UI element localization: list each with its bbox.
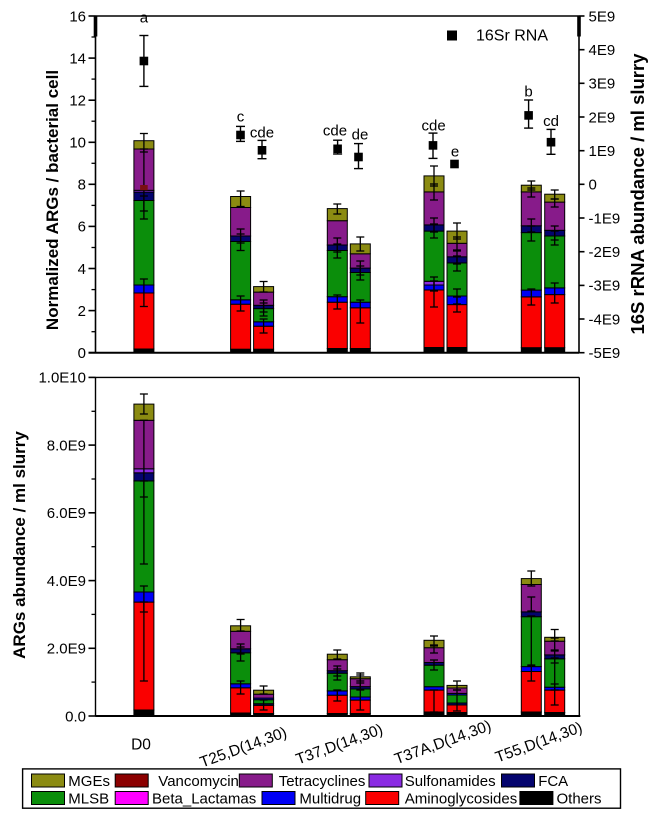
svg-text:2: 2 [78,303,86,320]
svg-text:-4E9: -4E9 [589,311,621,328]
svg-text:16S rRNA abundance / ml slurry: 16S rRNA abundance / ml slurry [627,53,648,335]
svg-text:8: 8 [78,177,86,194]
svg-text:cd: cd [543,113,559,130]
svg-text:0: 0 [78,345,86,362]
svg-text:MGEs: MGEs [68,773,110,790]
svg-text:-2E9: -2E9 [589,244,621,261]
svg-text:4E9: 4E9 [589,42,616,59]
svg-text:e: e [451,144,459,161]
svg-text:10: 10 [69,135,86,152]
svg-text:-5E9: -5E9 [589,345,621,362]
svg-text:1E9: 1E9 [589,143,616,160]
svg-text:3E9: 3E9 [589,76,616,93]
svg-text:cde: cde [250,125,274,142]
svg-text:12: 12 [69,93,86,110]
svg-text:16: 16 [69,8,86,25]
svg-text:Multidrug: Multidrug [299,791,361,808]
svg-text:Normalized ARGs / bacterial ce: Normalized ARGs / bacterial cell [43,70,62,330]
svg-text:-3E9: -3E9 [589,278,621,295]
svg-text:4.0E9: 4.0E9 [47,573,86,590]
svg-text:Others: Others [557,791,602,808]
svg-text:8.0E9: 8.0E9 [47,437,86,454]
svg-text:0.0: 0.0 [65,708,86,725]
svg-text:Aminoglycosides: Aminoglycosides [405,791,518,808]
svg-text:cde: cde [422,118,446,135]
svg-text:ARGs abundance / ml slurry: ARGs abundance / ml slurry [10,431,29,659]
svg-text:2E9: 2E9 [589,109,616,126]
svg-text:cde: cde [323,123,347,140]
svg-text:Sulfonamides: Sulfonamides [405,773,496,790]
svg-text:b: b [524,84,532,101]
svg-text:16Sr RNA: 16Sr RNA [476,28,548,45]
svg-text:0: 0 [589,177,597,194]
svg-text:a: a [140,10,149,27]
svg-text:Beta_Lactamas: Beta_Lactamas [152,791,256,808]
svg-text:Tetracyclines: Tetracyclines [279,773,366,790]
svg-text:4: 4 [78,261,86,278]
svg-text:c: c [237,109,245,126]
svg-text:Vancomycin: Vancomycin [158,773,239,790]
svg-text:MLSB: MLSB [68,791,109,808]
svg-text:6.0E9: 6.0E9 [47,505,86,522]
svg-text:2.0E9: 2.0E9 [47,641,86,658]
svg-text:D0: D0 [131,737,151,754]
svg-text:5E9: 5E9 [589,8,616,25]
svg-text:1.0E10: 1.0E10 [38,370,86,387]
svg-text:-1E9: -1E9 [589,210,621,227]
svg-text:6: 6 [78,219,86,236]
svg-text:de: de [352,127,369,144]
svg-text:FCA: FCA [538,773,568,790]
svg-text:14: 14 [69,50,86,67]
